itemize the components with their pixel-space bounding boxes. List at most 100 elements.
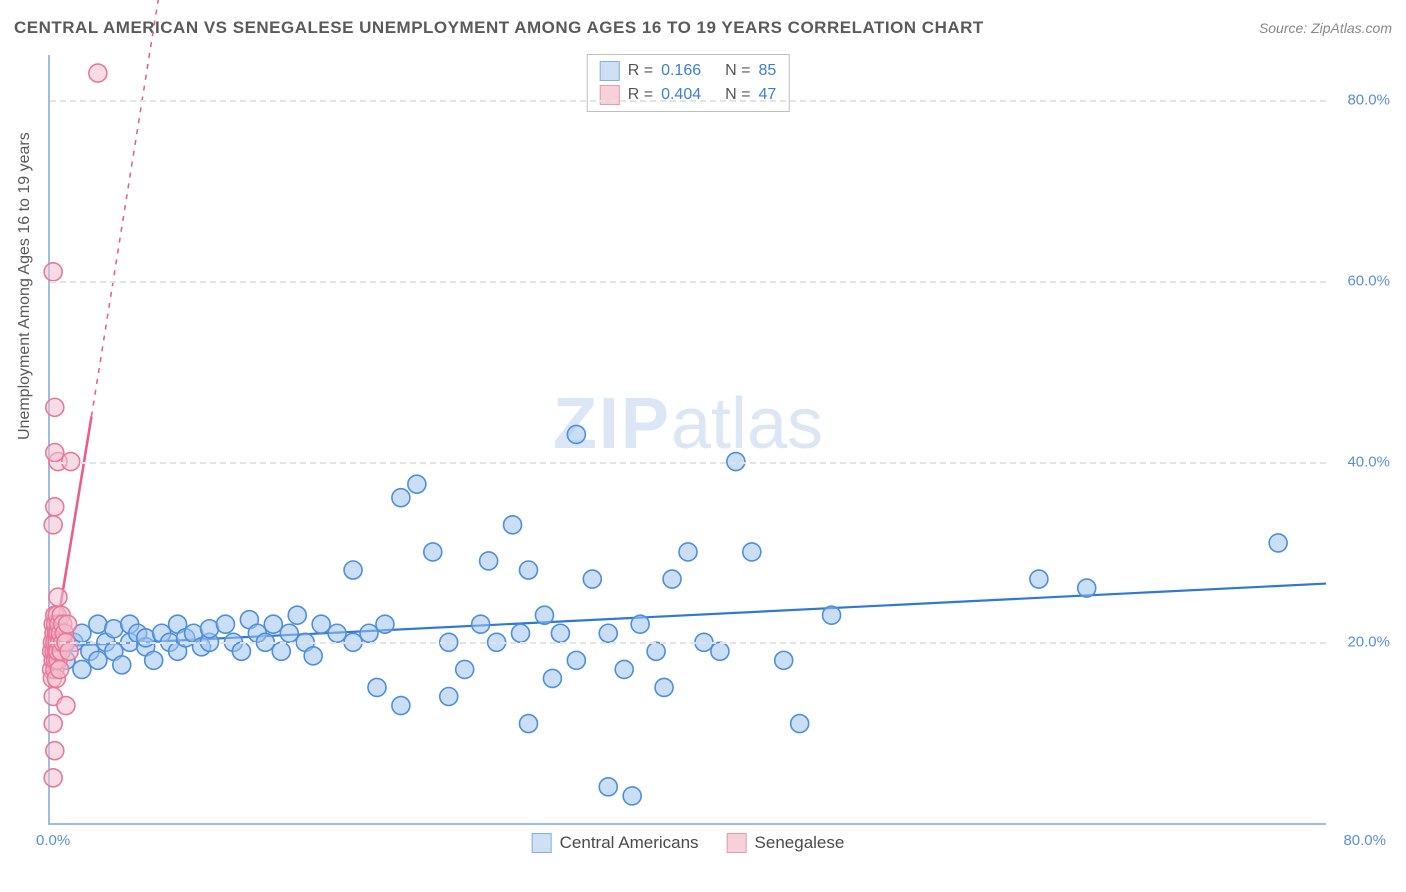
legend-swatch-pink	[727, 833, 747, 853]
data-point	[647, 642, 665, 660]
data-point	[520, 715, 538, 733]
grid-line	[50, 281, 1326, 283]
data-point	[288, 606, 306, 624]
data-point	[631, 615, 649, 633]
y-tick-label: 40.0%	[1347, 453, 1390, 470]
series-legend-label: Central Americans	[560, 833, 699, 853]
x-axis-min-label: 0.0%	[36, 832, 70, 849]
series-legend-item: Central Americans	[532, 833, 699, 853]
data-point	[472, 615, 490, 633]
data-point	[46, 742, 64, 760]
y-axis-label: Unemployment Among Ages 16 to 19 years	[16, 132, 34, 440]
chart-title: CENTRAL AMERICAN VS SENEGALESE UNEMPLOYM…	[14, 18, 984, 38]
r-label: R =	[628, 62, 653, 80]
data-point	[376, 615, 394, 633]
data-point	[304, 647, 322, 665]
data-point	[567, 425, 585, 443]
data-point	[44, 715, 62, 733]
scatter-svg	[50, 55, 1326, 823]
y-tick-label: 80.0%	[1347, 92, 1390, 109]
correlation-legend-row: R = 0.404 N = 47	[600, 83, 777, 107]
data-point	[89, 615, 107, 633]
data-point	[1269, 534, 1287, 552]
data-point	[551, 624, 569, 642]
data-point	[1078, 579, 1096, 597]
source-label: Source: ZipAtlas.com	[1259, 20, 1392, 36]
data-point	[599, 624, 617, 642]
series-legend-label: Senegalese	[755, 833, 845, 853]
x-axis-max-label: 80.0%	[1343, 832, 1386, 849]
data-point	[791, 715, 809, 733]
r-value: 0.166	[661, 62, 701, 80]
title-bar: CENTRAL AMERICAN VS SENEGALESE UNEMPLOYM…	[14, 18, 1392, 38]
data-point	[440, 688, 458, 706]
data-point	[46, 498, 64, 516]
data-point	[328, 624, 346, 642]
data-point	[520, 561, 538, 579]
data-point	[504, 516, 522, 534]
y-tick-label: 20.0%	[1347, 634, 1390, 651]
data-point	[264, 615, 282, 633]
data-point	[424, 543, 442, 561]
data-point	[51, 660, 69, 678]
data-point	[567, 651, 585, 669]
series-legend: Central Americans Senegalese	[532, 833, 845, 853]
series-legend-item: Senegalese	[727, 833, 845, 853]
data-point	[615, 660, 633, 678]
grid-line	[50, 100, 1326, 102]
data-point	[480, 552, 498, 570]
data-point	[46, 398, 64, 416]
data-point	[599, 778, 617, 796]
data-point	[535, 606, 553, 624]
data-point	[232, 642, 250, 660]
y-tick-label: 60.0%	[1347, 272, 1390, 289]
data-point	[392, 489, 410, 507]
plot-area: ZIPatlas R = 0.166 N = 85 R = 0.404 N = …	[48, 55, 1326, 825]
data-point	[368, 678, 386, 696]
data-point	[201, 620, 219, 638]
data-point	[57, 697, 75, 715]
data-point	[743, 543, 761, 561]
data-point	[456, 660, 474, 678]
data-point	[46, 444, 64, 462]
data-point	[113, 656, 131, 674]
correlation-legend-row: R = 0.166 N = 85	[600, 59, 777, 83]
data-point	[1030, 570, 1048, 588]
data-point	[543, 669, 561, 687]
trend-line-extension	[91, 0, 185, 416]
n-value: 85	[758, 62, 776, 80]
data-point	[89, 64, 107, 82]
data-point	[44, 516, 62, 534]
data-point	[655, 678, 673, 696]
data-point	[360, 624, 378, 642]
data-point	[44, 769, 62, 787]
data-point	[73, 660, 91, 678]
data-point	[280, 624, 298, 642]
grid-line	[50, 642, 1326, 644]
data-point	[105, 620, 123, 638]
grid-line	[50, 462, 1326, 464]
data-point	[44, 263, 62, 281]
data-point	[49, 588, 67, 606]
data-point	[512, 624, 530, 642]
data-point	[392, 697, 410, 715]
legend-swatch-blue	[532, 833, 552, 853]
correlation-legend: R = 0.166 N = 85 R = 0.404 N = 47	[587, 54, 790, 112]
data-point	[583, 570, 601, 588]
data-point	[145, 651, 163, 669]
data-point	[344, 561, 362, 579]
data-point	[663, 570, 681, 588]
data-point	[679, 543, 697, 561]
legend-swatch-blue	[600, 61, 620, 81]
data-point	[623, 787, 641, 805]
data-point	[408, 475, 426, 493]
data-point	[89, 651, 107, 669]
n-label: N =	[725, 62, 750, 80]
data-point	[59, 615, 77, 633]
data-point	[272, 642, 290, 660]
data-point	[823, 606, 841, 624]
data-point	[711, 642, 729, 660]
data-point	[60, 642, 78, 660]
data-point	[775, 651, 793, 669]
data-point	[312, 615, 330, 633]
